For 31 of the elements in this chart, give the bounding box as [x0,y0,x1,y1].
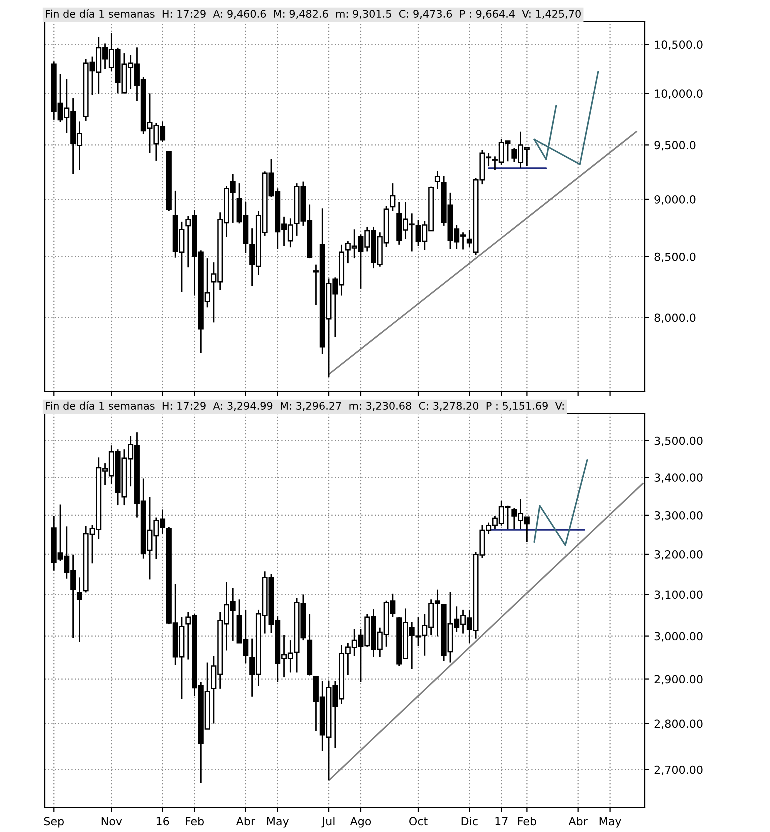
y-tick-label: 2,700.00 [654,766,703,776]
y-tick-label: 3,300.00 [654,511,703,521]
chart-title: Fin de día 1 semanas H: 17:29 A: 3,294.99 M: 3,296.27 m: 3,230.68 C: 3,278.20 P : 5,151.69 V: [46,402,564,412]
chart-title: Fin de día 1 semanas H: 17:29 A: 9,460.6 M: 9,482.6 m: 9,301.5 C: 9,473.6 P : 9,664.4 V: 1,425,70 [46,10,581,20]
y-tick-label: 2,800.00 [654,720,703,730]
y-tick-label: 10,000.0 [655,90,703,100]
x-tick-label: Feb [186,817,204,826]
y-tick-label: 10,500.0 [655,40,703,50]
x-tick-label: Oct [410,817,428,826]
y-tick-label: 3,400.00 [654,474,703,484]
y-tick-label: 9,500.0 [654,141,696,151]
y-tick-label: 3,000.00 [654,632,703,642]
x-tick-label: Abr [236,817,256,826]
x-tick-label: Sep [44,817,64,828]
y-tick-label: 3,500.00 [654,436,703,446]
x-tick-label: Dic [462,817,478,826]
x-tick-label: 17 [496,817,508,826]
y-tick-label: 3,200.00 [654,550,703,560]
y-tick-label: 3,100.00 [654,590,703,600]
x-tick-label: Abr [568,817,588,826]
x-tick-label: Nov [102,817,122,826]
y-tick-label: 8,000.0 [654,314,696,324]
y-tick-label: 8,500.0 [654,252,696,262]
x-tick-label: Feb [518,817,536,826]
x-tick-label: Jul [322,817,335,828]
x-tick-label: May [600,817,622,828]
y-tick-label: 2,900.00 [654,675,703,685]
x-tick-label: Ago [350,817,372,828]
y-tick-label: 9,000.0 [654,195,696,206]
x-tick-label: May [267,817,290,828]
x-tick-label: 16 [156,817,170,826]
